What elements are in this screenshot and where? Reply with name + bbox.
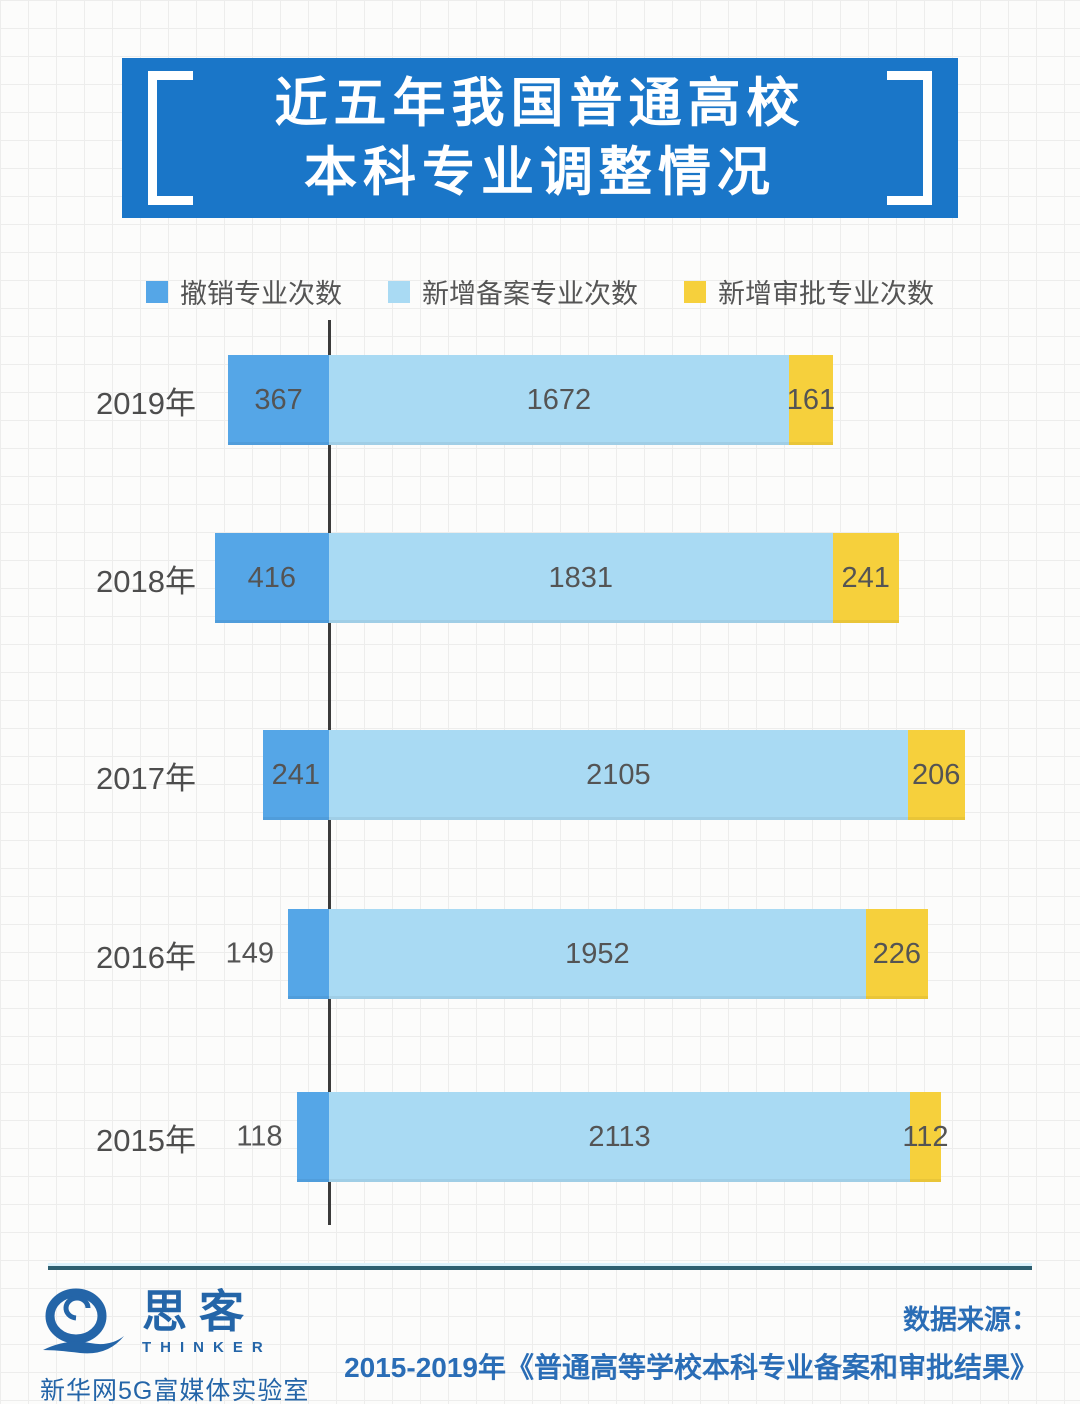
row-year-label: 2019年 [96,385,196,421]
legend-swatch-revoked-icon [146,280,168,303]
bar-value-label: 1831 [548,561,613,594]
bar-segment-registered: 2105 [328,730,908,820]
bracket-left-decoration [148,71,193,205]
footer-divider [48,1266,1032,1270]
title-banner: 近五年我国普通高校 本科专业调整情况 [122,58,958,218]
legend-item-approved: 新增审批专业次数 [684,272,934,311]
page-title-line2: 本科专业调整情况 [304,143,776,202]
bar-value-label: 2105 [586,758,651,791]
bar-segment-revoked: 241 [262,730,329,820]
bar-segment-revoked [288,909,329,999]
chart-row: 2016年 149 1952 226 [0,909,1080,999]
row-year-label: 2017年 [96,760,196,796]
bar-segment-registered: 1952 [328,909,866,999]
data-source-label: 数据来源： [903,1305,1038,1335]
logo-en-text: THINKER [142,1339,272,1356]
data-source: 数据来源： 2015-2019年《普通高等学校本科专业备案和审批结果》 [344,1298,1038,1386]
legend-label: 撤销专业次数 [180,279,342,309]
bar-segment-revoked [296,1092,329,1182]
bar-value-label: 226 [872,937,922,970]
bar-segment-approved: 112 [902,1092,949,1182]
bar-value-label: 118 [236,1120,283,1153]
page-title-line1: 近五年我国普通高校 [274,74,806,133]
bar-value-label: 1672 [526,383,592,416]
stacked-bar: 241 2105 206 [262,730,965,820]
bar-segment-revoked: 416 [214,533,329,623]
stacked-bar: 416 1831 241 [214,533,899,623]
chart-row: 2018年 416 1831 241 [0,533,1080,623]
bracket-right-decoration [887,71,932,205]
bar-value-label: 416 [247,561,296,594]
row-year-label: 2015年 [96,1122,196,1158]
data-source-text: 2015-2019年《普通高等学校本科专业备案和审批结果》 [344,1352,1038,1383]
chart-legend: 撤销专业次数 新增备案专业次数 新增审批专业次数 [0,272,1080,311]
stacked-bar: 367 1672 161 [228,355,836,445]
bar-value-label: 161 [786,383,836,416]
legend-item-revoked: 撤销专业次数 [146,272,342,311]
row-year-label: 2018年 [96,563,196,599]
bar-segment-approved: 226 [865,909,928,999]
bar-segment-revoked: 367 [228,355,329,445]
bar-value-label: 2113 [588,1120,651,1153]
chart-row: 2017年 241 2105 206 [0,730,1080,820]
thinker-logo: 思客 THINKER 新华网5G富媒体实验室 [40,1288,309,1404]
bar-value-label: 241 [841,561,890,594]
legend-label: 新增备案专业次数 [422,279,638,309]
bar-segment-registered: 2113 [328,1092,911,1182]
bar-value-label: 241 [271,758,321,791]
bar-value-label: 1952 [565,937,630,970]
legend-label: 新增审批专业次数 [718,279,934,309]
bar-value-label: 149 [225,937,275,970]
stacked-bar: 149 1952 226 [226,909,928,999]
bar-segment-approved: 206 [907,730,965,820]
bar-segment-approved: 241 [832,533,899,623]
legend-swatch-approved-icon [684,280,706,303]
bar-segment-approved: 161 [786,355,836,445]
bar-value-label: 206 [911,758,961,791]
legend-item-registered: 新增备案专业次数 [388,272,638,311]
bar-segment-registered: 1831 [328,533,833,623]
logo-cn-text: 思客 [142,1286,257,1337]
row-year-label: 2016年 [96,939,196,975]
legend-swatch-registered-icon [388,280,410,303]
thinker-spiral-icon [43,1288,124,1354]
bar-value-label: 112 [902,1120,949,1153]
bar-value-label: 367 [254,383,303,416]
bar-segment-registered: 1672 [328,355,789,445]
chart-row: 2019年 367 1672 161 [0,355,1080,445]
stacked-bar: 118 2113 112 [236,1092,949,1182]
logo-org-text: 新华网5G富媒体实验室 [40,1377,310,1404]
chart-row: 2015年 118 2113 112 [0,1092,1080,1182]
